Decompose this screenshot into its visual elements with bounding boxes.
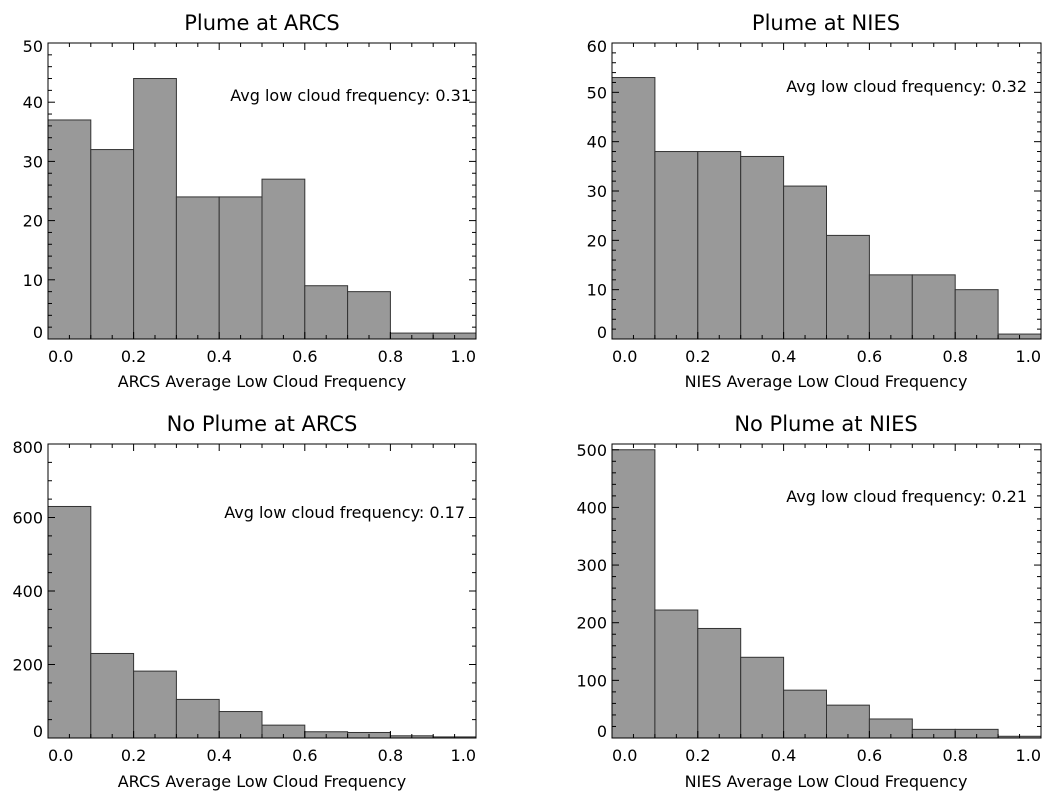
- histogram-bar: [654, 151, 699, 340]
- x-tick-label: 0.6: [292, 347, 317, 366]
- x-tick-label: 0.0: [612, 347, 637, 366]
- x-tick-label: 0.6: [292, 746, 317, 765]
- y-tick-label: 300: [576, 556, 607, 575]
- histogram-bar: [740, 155, 785, 340]
- histogram-bar: [261, 178, 306, 340]
- y-tick-label: 10: [23, 271, 43, 290]
- y-tick-label: 50: [587, 83, 607, 102]
- chart-panel-plume-arcs: Plume at ARCS 0.0 0.2 0.4 0.6 0.8 1.0 0 10 20 30 4…: [23, 11, 477, 391]
- y-tick-label: 200: [12, 656, 43, 675]
- x-tick-label: 0.4: [206, 347, 231, 366]
- y-tick-label: 20: [587, 231, 607, 250]
- y-tick-label: 0: [33, 722, 43, 741]
- histogram-bar: [304, 285, 349, 340]
- histogram-bar: [783, 689, 827, 739]
- histogram-bar: [783, 185, 827, 340]
- y-tick-label: 600: [12, 509, 43, 528]
- y-tick-label: 30: [23, 152, 43, 171]
- x-tick-label: 0.4: [771, 746, 796, 765]
- x-axis-label: ARCS Average Low Cloud Frequency: [118, 772, 407, 791]
- x-tick-label: 0.8: [378, 347, 403, 366]
- histogram-bar: [90, 652, 135, 739]
- x-axis-label: ARCS Average Low Cloud Frequency: [118, 372, 407, 391]
- x-tick-label: 0.2: [685, 746, 710, 765]
- y-tick-label: 40: [23, 93, 43, 112]
- x-tick-label: 1.0: [1016, 746, 1041, 765]
- histogram-bar: [133, 670, 177, 739]
- chart-annotation: Avg low cloud frequency: 0.21: [786, 487, 1027, 506]
- x-tick-label: 0.2: [121, 746, 146, 765]
- x-tick-label: 1.0: [1016, 347, 1041, 366]
- x-tick-label: 0.0: [48, 746, 73, 765]
- y-tick-label: 800: [12, 438, 43, 457]
- y-tick-label: 200: [576, 614, 607, 633]
- plot-area: 0.0 0.2 0.4 0.6 0.8 1.0 0 10 20 30 40 50: [23, 37, 477, 366]
- histogram-bar: [740, 656, 785, 739]
- y-tick-label: 60: [587, 37, 607, 56]
- x-tick-label: 0.8: [942, 746, 967, 765]
- histogram-bar: [47, 119, 92, 340]
- chart-title: Plume at ARCS: [184, 11, 340, 35]
- x-tick-label: 0.8: [942, 347, 967, 366]
- histogram-bar: [175, 698, 220, 739]
- x-axis-label: NIES Average Low Cloud Frequency: [685, 372, 968, 391]
- x-tick-label: 0.0: [612, 746, 637, 765]
- y-tick-label: 0: [597, 722, 607, 741]
- plot-area: 0.0 0.2 0.4 0.6 0.8 1.0 0 10 20 30 40 50 60: [587, 37, 1042, 366]
- x-tick-label: 0.6: [857, 347, 882, 366]
- y-tick-label: 500: [576, 441, 607, 460]
- x-tick-label: 0.2: [685, 347, 710, 366]
- y-tick-label: 50: [23, 37, 43, 56]
- x-tick-label: 0.4: [771, 347, 796, 366]
- chart-panel-plume-nies: Plume at NIES 0.0 0.2 0.4 0.6 0.8 1.0 0 10 20 30 4…: [587, 11, 1042, 391]
- histogram-bar: [611, 449, 656, 739]
- y-tick-label: 30: [587, 182, 607, 201]
- x-tick-label: 0.0: [48, 347, 73, 366]
- plot-area: 0.0 0.2 0.4 0.6 0.8 1.0 0 200 400 600 800: [12, 438, 477, 765]
- y-tick-label: 20: [23, 212, 43, 231]
- y-tick-label: 0: [597, 323, 607, 342]
- histogram-bar: [654, 609, 699, 739]
- y-tick-label: 40: [587, 133, 607, 152]
- histogram-bar: [697, 627, 742, 739]
- y-tick-label: 10: [587, 281, 607, 300]
- histogram-bar: [697, 151, 742, 340]
- histogram-bar: [133, 78, 177, 340]
- chart-title: Plume at NIES: [752, 11, 900, 35]
- histogram-bar: [175, 196, 220, 340]
- histogram-bar: [347, 291, 391, 340]
- y-tick-label: 100: [576, 671, 607, 690]
- x-tick-label: 0.4: [206, 746, 231, 765]
- x-tick-label: 0.2: [121, 347, 146, 366]
- chart-panel-no-plume-arcs: No Plume at ARCS 0.0 0.2 0.4 0.6 0.8 1.0 0 200 4…: [12, 412, 477, 791]
- histogram-bar: [911, 274, 956, 340]
- x-tick-label: 1.0: [451, 347, 476, 366]
- y-tick-label: 400: [12, 582, 43, 601]
- histogram-bar: [954, 289, 999, 340]
- chart-title: No Plume at NIES: [734, 412, 917, 436]
- y-tick-label: 0: [33, 323, 43, 342]
- histogram-bar: [218, 196, 263, 340]
- x-axis-label: NIES Average Low Cloud Frequency: [685, 772, 968, 791]
- plot-area: 0.0 0.2 0.4 0.6 0.8 1.0 0 100 200 300 400 500: [576, 441, 1042, 765]
- x-tick-label: 0.6: [857, 746, 882, 765]
- chart-annotation: Avg low cloud frequency: 0.31: [230, 86, 471, 105]
- chart-title: No Plume at ARCS: [167, 412, 358, 436]
- histogram-bar: [826, 234, 870, 340]
- chart-annotation: Avg low cloud frequency: 0.17: [224, 503, 465, 522]
- y-tick-label: 400: [576, 498, 607, 517]
- x-tick-label: 1.0: [451, 746, 476, 765]
- histogram-bar: [826, 704, 870, 739]
- x-tick-label: 0.8: [378, 746, 403, 765]
- chart-panel-no-plume-nies: No Plume at NIES 0.0 0.2 0.4 0.6 0.8 1.0 0 100 2…: [576, 412, 1042, 791]
- histogram-bar: [90, 149, 135, 340]
- histogram-bar: [868, 274, 913, 340]
- histogram-bar: [47, 505, 92, 739]
- chart-annotation: Avg low cloud frequency: 0.32: [786, 77, 1027, 96]
- histogram-bar: [611, 77, 656, 340]
